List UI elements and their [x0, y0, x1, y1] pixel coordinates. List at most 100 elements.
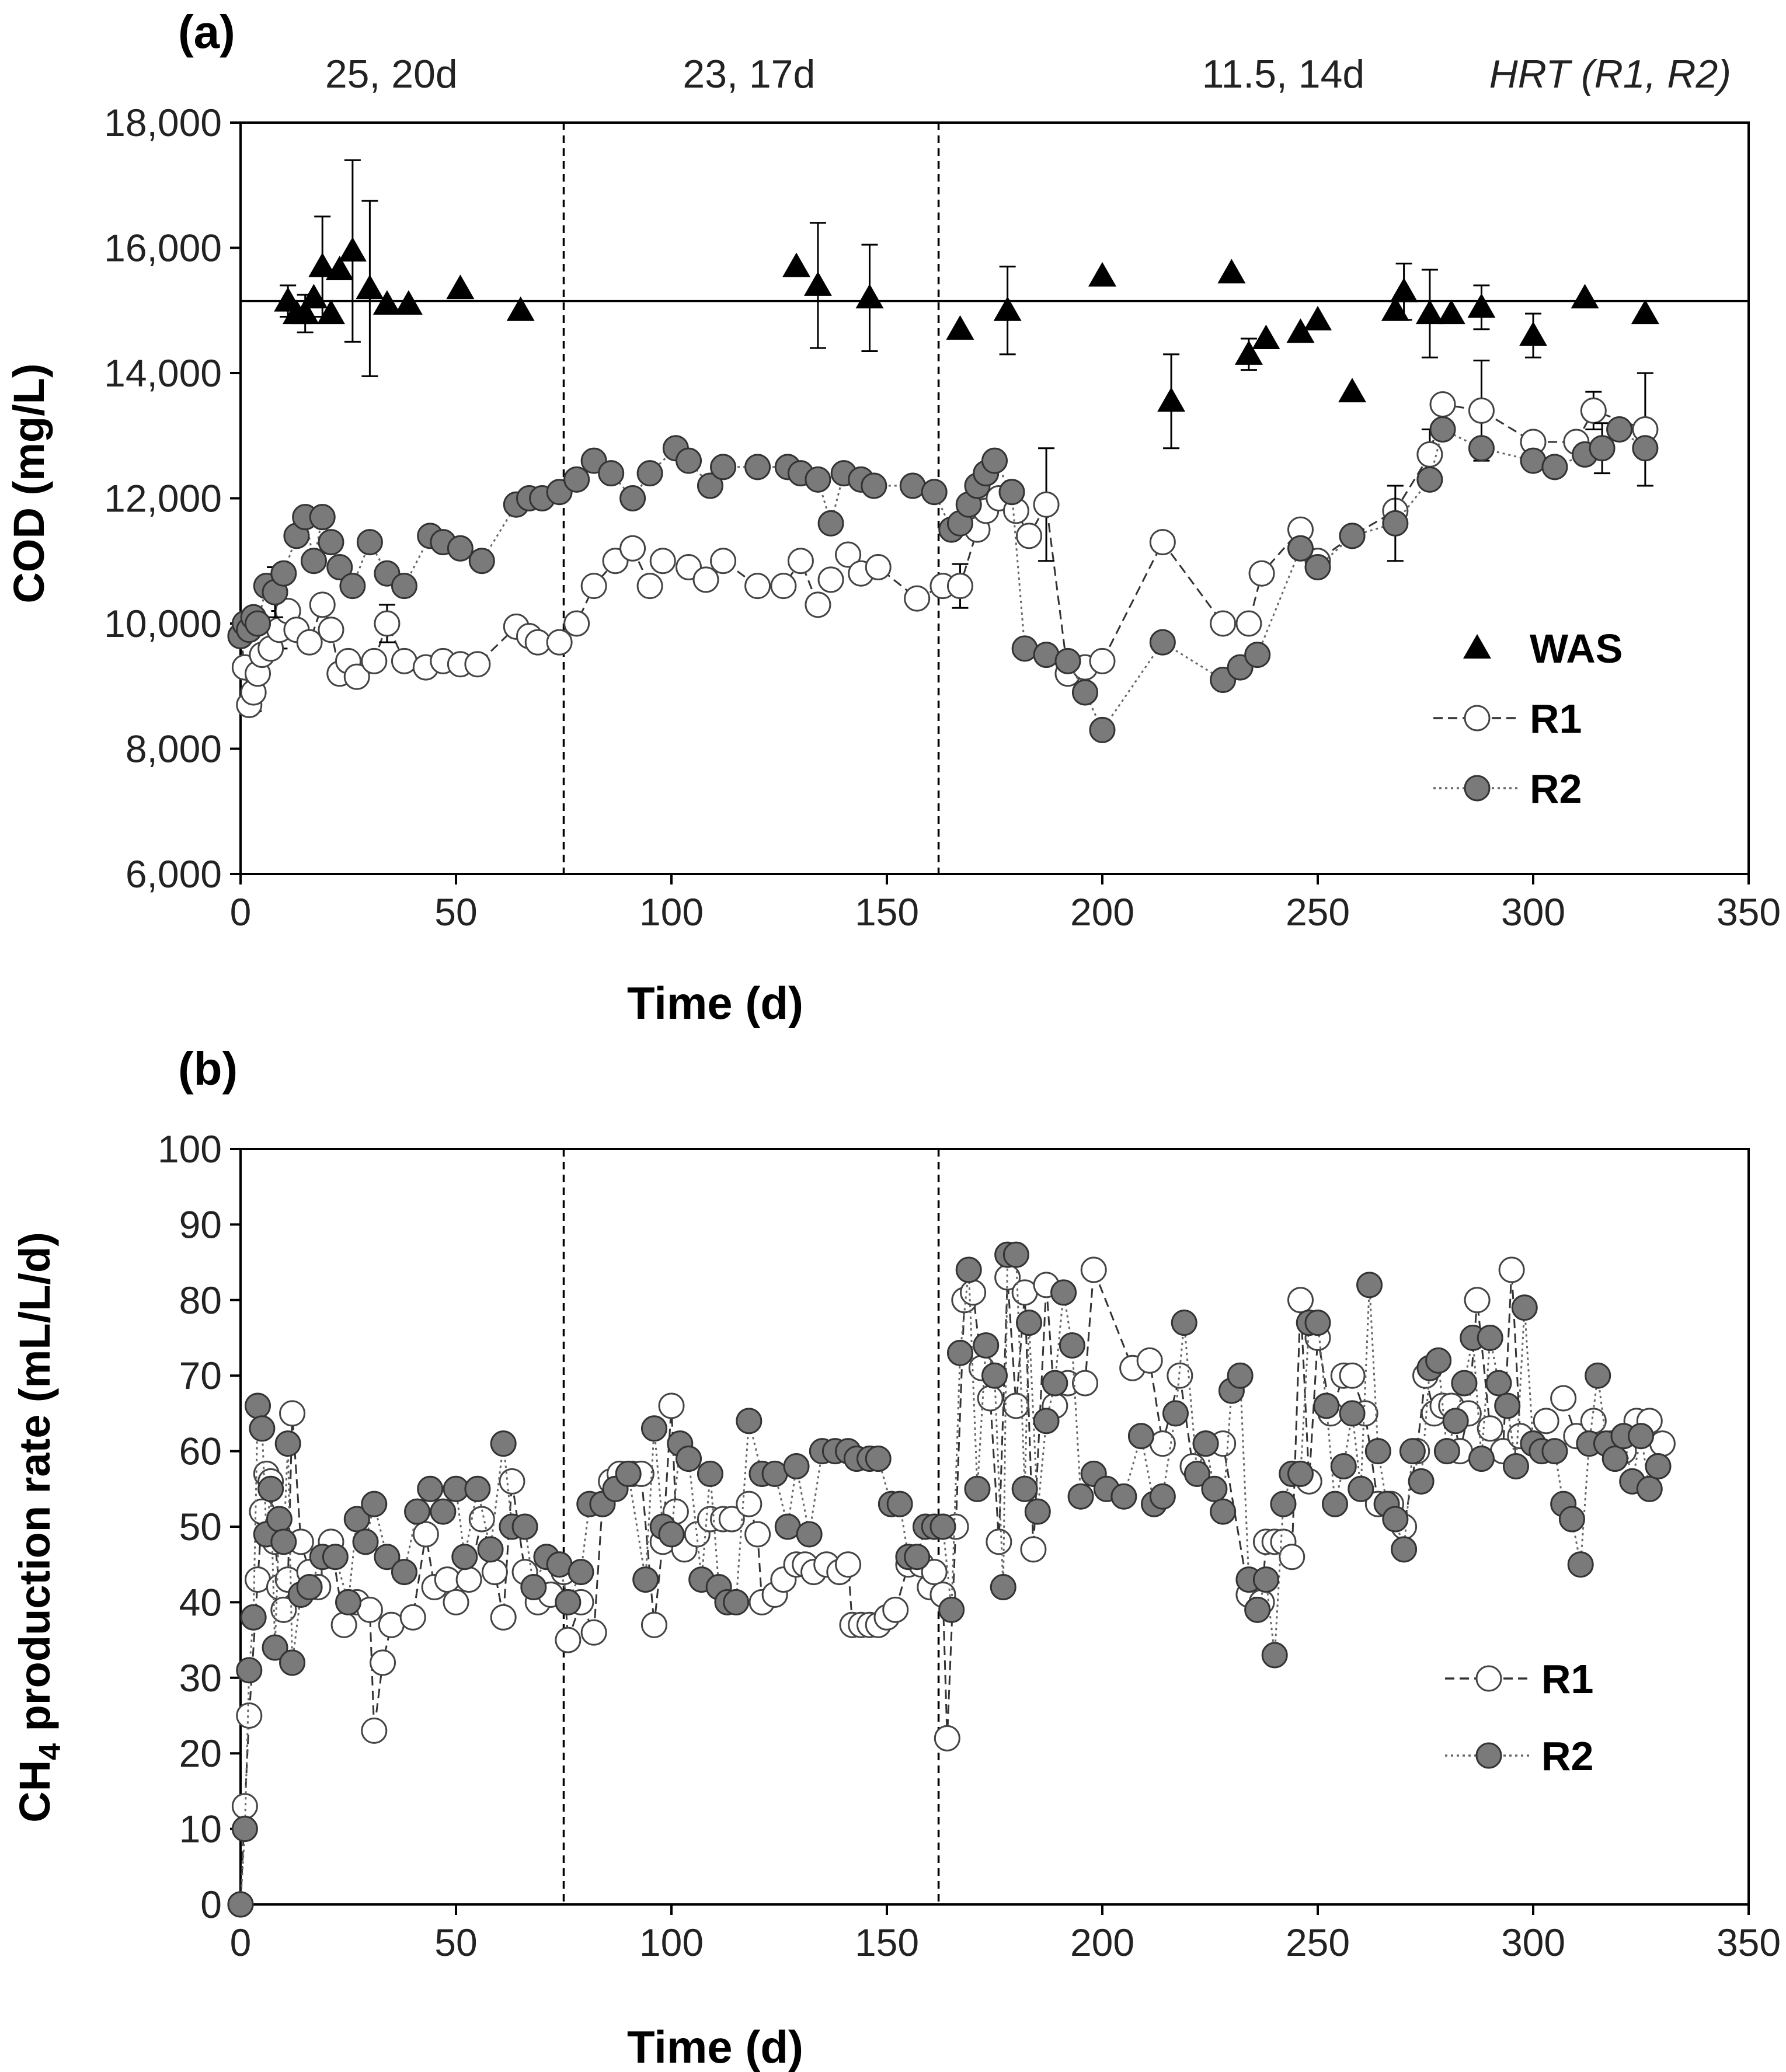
data-point-r1	[1339, 1362, 1366, 1389]
data-point-r1	[412, 1521, 439, 1548]
data-point-r2	[563, 466, 590, 493]
data-point-r2	[339, 573, 366, 600]
data-point-r2	[676, 447, 702, 474]
data-point-r2	[1033, 642, 1060, 668]
data-point-r2	[615, 1460, 642, 1487]
data-point-r1	[692, 566, 719, 593]
data-point-was	[1157, 387, 1186, 412]
data-point-r1	[1210, 610, 1237, 637]
data-point-r2	[240, 1604, 267, 1631]
data-point-r1	[736, 1491, 763, 1517]
phase-label: 23, 17d	[683, 52, 815, 96]
data-point-r2	[817, 510, 844, 537]
data-point-r2	[1541, 454, 1568, 480]
data-point-r1	[865, 553, 892, 580]
legend-marker-was	[1463, 634, 1491, 659]
data-point-r1	[330, 1611, 357, 1638]
data-point-r1	[718, 1506, 745, 1533]
data-point-r1	[1235, 610, 1262, 637]
data-point-r2	[236, 1657, 263, 1684]
data-point-r2	[1339, 523, 1366, 549]
data-point-was	[1304, 305, 1332, 330]
data-point-r2	[245, 1392, 271, 1419]
data-point-r2	[520, 1574, 547, 1601]
data-point-was	[300, 284, 328, 309]
data-point-was	[1467, 293, 1496, 318]
data-point-r2	[736, 1408, 763, 1434]
data-point-r1	[490, 1604, 517, 1631]
x-tick-label-pa: 300	[1501, 890, 1565, 934]
y-axis-title-b-suffix: production rate (mL/L/d)	[11, 1232, 59, 1743]
phase-label: 25, 20d	[325, 52, 458, 96]
data-point-r1	[817, 566, 844, 593]
data-point-r1	[309, 591, 336, 618]
data-point-r2	[640, 1415, 667, 1442]
data-point-r2	[1287, 535, 1314, 562]
data-point-r1	[296, 629, 323, 656]
data-point-r2	[1071, 679, 1098, 706]
data-point-r2	[1227, 1362, 1254, 1389]
y-tick-label-pb: 90	[179, 1203, 222, 1246]
data-point-r2	[1391, 1536, 1418, 1563]
y-tick-label-pb: 100	[158, 1127, 222, 1171]
data-point-was	[1217, 259, 1246, 284]
x-tick-label-pa: 200	[1070, 890, 1134, 934]
data-point-r2	[1541, 1438, 1568, 1465]
data-point-r2	[1210, 1498, 1237, 1525]
data-point-was	[1234, 340, 1263, 365]
data-point-r2	[270, 1528, 297, 1555]
data-point-r2	[1468, 1446, 1495, 1472]
data-point-r2	[1364, 1438, 1391, 1465]
data-point-r1	[744, 1521, 771, 1548]
x-tick-label-pa: 350	[1717, 890, 1781, 934]
data-point-r1	[361, 647, 388, 674]
data-point-r2	[430, 1498, 457, 1525]
data-point-r2	[1261, 1642, 1288, 1669]
data-point-r2	[921, 479, 948, 506]
data-point-r1	[1287, 1287, 1314, 1314]
data-point-r1	[835, 1551, 862, 1578]
data-point-r2	[309, 504, 336, 531]
data-point-r2	[245, 610, 271, 637]
data-point-r2	[1313, 1392, 1340, 1419]
data-point-r2	[227, 1891, 254, 1918]
data-point-r2	[1002, 1241, 1029, 1268]
data-point-r2	[404, 1498, 431, 1525]
data-point-r2	[1244, 1596, 1271, 1623]
data-point-r2	[1192, 1430, 1219, 1457]
data-point-r2	[1183, 1460, 1210, 1487]
data-point-r2	[374, 1544, 401, 1570]
data-point-r1	[1279, 1544, 1305, 1570]
data-point-r2	[1425, 1347, 1452, 1374]
y-axis-title-b: CH4 production rate (mL/L/d)	[11, 1232, 67, 1822]
data-point-r2	[1382, 510, 1409, 537]
data-point-r2	[636, 460, 663, 487]
x-tick-label-pb: 300	[1501, 1921, 1565, 1964]
data-point-r2	[1024, 1498, 1051, 1525]
data-point-was	[1437, 300, 1465, 325]
data-point-r2	[1468, 435, 1495, 462]
data-point-r1	[882, 1596, 909, 1623]
data-point-r2	[1485, 1370, 1512, 1397]
data-point-r2	[1050, 1279, 1077, 1306]
data-point-r2	[1201, 1475, 1228, 1502]
x-tick-label-pb: 0	[230, 1921, 252, 1964]
data-point-r1	[481, 1559, 508, 1586]
data-point-r2	[1149, 629, 1176, 656]
data-point-r2	[1520, 447, 1547, 474]
y-axis-title-b-prefix: CH	[11, 1760, 59, 1823]
data-point-r2	[658, 1521, 685, 1548]
x-tick-label-pa: 100	[639, 890, 704, 934]
data-point-r2	[990, 1574, 1016, 1601]
data-point-r2	[511, 1513, 538, 1540]
series-r2-pa	[227, 416, 1659, 743]
data-point-r2	[464, 1475, 491, 1502]
y-tick-label-pb: 80	[179, 1279, 222, 1322]
chart-panel-a: (a) HRT (R1, R2) Time (d) COD (mg/L) 0 50…	[5, 6, 1781, 1029]
legend-pb: R1 R2	[1445, 1656, 1593, 1779]
data-point-r2	[322, 1544, 349, 1570]
data-point-r2	[1442, 1408, 1469, 1434]
legend-pa: WAS R1 R2	[1433, 626, 1623, 812]
data-point-r2	[981, 1362, 1008, 1389]
data-point-r2	[1429, 416, 1456, 443]
